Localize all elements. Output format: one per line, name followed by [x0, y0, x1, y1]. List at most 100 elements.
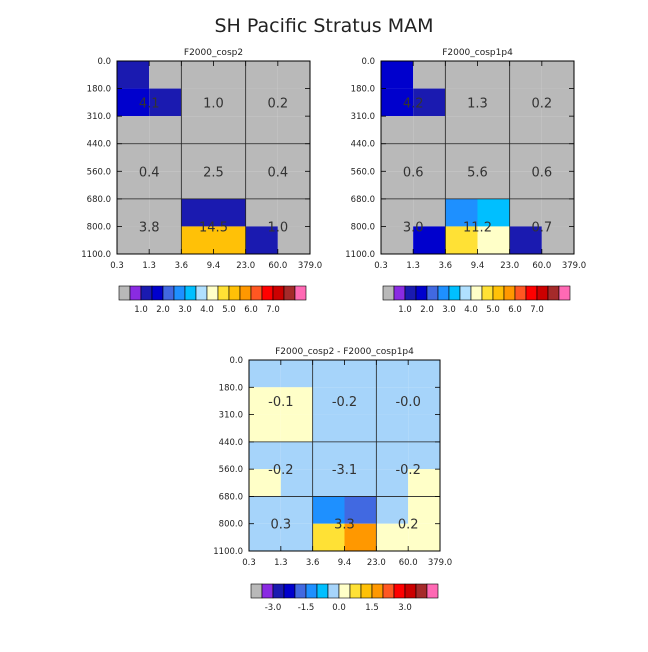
- heatmap-cell: [312, 523, 345, 551]
- heatmap-cell: [249, 414, 281, 442]
- heatmap-cell: [381, 171, 414, 199]
- heatmap-cell: [149, 88, 182, 117]
- colorbar-label: 6.0: [244, 305, 258, 315]
- heatmap-cell: [117, 143, 150, 172]
- heatmap-cell: [245, 171, 278, 199]
- x-tick-label: 0.3: [242, 558, 256, 568]
- heatmap-cell: [408, 523, 440, 551]
- heatmap-cell: [149, 198, 182, 227]
- heatmap-cell: [509, 61, 542, 89]
- heatmap-cell: [408, 360, 440, 388]
- heatmap-cell: [445, 171, 478, 199]
- heatmap-cell: [213, 226, 246, 254]
- heatmap-cell: [541, 171, 574, 199]
- colorbar-label: 5.0: [222, 305, 236, 315]
- colorbar-swatch: [448, 285, 461, 301]
- heatmap-cell: [413, 61, 446, 89]
- heatmap-cell: [344, 387, 377, 415]
- group-value-label: 1.3: [467, 96, 488, 111]
- colorbar-swatch: [283, 285, 296, 301]
- heatmap-cell: [312, 441, 345, 470]
- heatmap-cell: [477, 116, 510, 144]
- group-value-label: 14.5: [199, 220, 228, 235]
- group-value-label: 1.0: [267, 220, 288, 235]
- heatmap-cell: [344, 523, 377, 551]
- heatmap-cell: [477, 61, 510, 89]
- group-value-label: -0.2: [268, 463, 293, 478]
- group-value-label: 11.2: [463, 220, 492, 235]
- heatmap-cell: [344, 496, 377, 524]
- x-tick-label: 60.0: [268, 261, 287, 271]
- colorbar-swatch: [503, 285, 516, 301]
- colorbar-swatch: [393, 583, 406, 599]
- heatmap-cell: [509, 198, 542, 227]
- heatmap-cell: [376, 469, 409, 497]
- heatmap-cell: [149, 116, 182, 144]
- colorbar-swatch: [437, 285, 450, 301]
- group-value-label: -0.0: [395, 395, 420, 410]
- heatmap-cell: [181, 143, 214, 172]
- group-value-label: 2.5: [203, 165, 224, 180]
- colorbar-label: 6.0: [508, 305, 522, 315]
- heatmap-cell: [280, 360, 313, 388]
- heatmap-cell: [344, 360, 377, 388]
- heatmap-cell: [445, 116, 478, 144]
- colorbar-label: 1.0: [398, 305, 412, 315]
- colorbar-swatch: [481, 285, 494, 301]
- heatmap-cell: [413, 198, 446, 227]
- heatmap-cell: [541, 88, 574, 117]
- heatmap-cell: [277, 61, 310, 89]
- heatmap-cell: [245, 61, 278, 89]
- x-tick-label: 3.6: [175, 261, 189, 271]
- colorbar-swatch: [173, 285, 186, 301]
- heatmap-cell: [477, 171, 510, 199]
- heatmap-cell: [181, 198, 214, 227]
- heatmap-cell: [280, 414, 313, 442]
- heatmap-cell: [381, 61, 414, 89]
- heatmap-cell: [541, 226, 574, 254]
- heatmap-cell: [408, 441, 440, 470]
- x-tick-label: 9.4: [338, 558, 352, 568]
- heatmap-cell: [408, 496, 440, 524]
- heatmap-cell: [280, 469, 313, 497]
- panel-f2000-cosp1p4: F2000_cosp1p4 4.2 1.3 0.2 0.6 5.6 0.6 3.0 11.2 0.…: [345, 48, 586, 315]
- panel-title: F2000_cosp1p4: [442, 48, 513, 58]
- group-value-label: 0.4: [267, 165, 288, 180]
- colorbar-label: -3.0: [265, 603, 282, 613]
- group-value-label: 3.0: [403, 220, 424, 235]
- group-value-label: 0.3: [270, 518, 291, 533]
- heatmap-cell: [381, 198, 414, 227]
- heatmap-cell: [249, 360, 281, 388]
- group-value-label: 4.2: [403, 96, 424, 111]
- heatmap-cell: [509, 88, 542, 117]
- y-tick-label: 800.0: [219, 520, 243, 530]
- heatmap-cell: [117, 116, 150, 144]
- colorbar-swatch: [470, 285, 483, 301]
- group-value-label: -0.1: [268, 395, 293, 410]
- colorbar-swatch: [426, 583, 439, 599]
- colorbar-swatch: [338, 583, 351, 599]
- heatmap-cell: [117, 226, 150, 254]
- heatmap-cell: [117, 88, 150, 117]
- group-value-label: 5.6: [467, 165, 488, 180]
- colorbar-swatch: [536, 285, 549, 301]
- heatmap-cell: [213, 88, 246, 117]
- heatmap-cell: [245, 116, 278, 144]
- y-tick-label: 680.0: [351, 195, 375, 205]
- heatmap-cell: [277, 88, 310, 117]
- y-tick-label: 180.0: [87, 85, 111, 95]
- heatmap-cell: [149, 61, 182, 89]
- y-tick-label: 440.0: [351, 140, 375, 150]
- x-tick-label: 379.0: [428, 558, 452, 568]
- y-tick-label: 560.0: [219, 465, 243, 475]
- heatmap-cell: [117, 198, 150, 227]
- colorbar-swatch: [404, 583, 417, 599]
- heatmap-cell: [408, 469, 440, 497]
- y-tick-label: 800.0: [351, 222, 375, 232]
- heatmap-cell: [249, 523, 281, 551]
- x-tick-label: 3.6: [306, 558, 320, 568]
- heatmap-cell: [280, 441, 313, 470]
- colorbar-swatch: [514, 285, 527, 301]
- colorbar-label: 1.5: [365, 603, 379, 613]
- x-tick-label: 23.0: [367, 558, 386, 568]
